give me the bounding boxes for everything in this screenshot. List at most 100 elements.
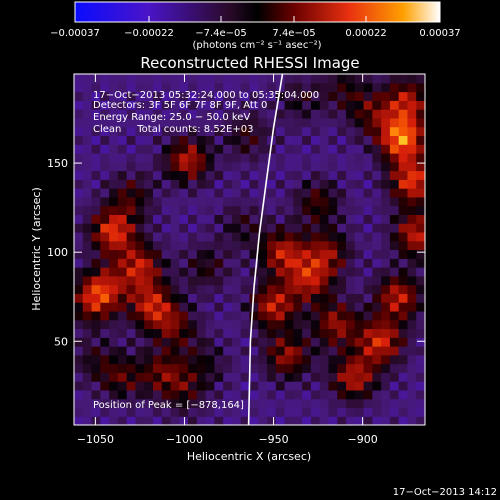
heatmap-cell: [319, 398, 330, 409]
heatmap-cell: [310, 109, 321, 119]
colorbar-gradient: [74, 1, 441, 23]
heatmap-cell: [109, 249, 119, 259]
heatmap-cell: [328, 398, 338, 409]
heatmap-cell: [398, 337, 409, 347]
heatmap-cell: [381, 231, 391, 242]
heatmap-cell: [319, 407, 330, 417]
heatmap-cell: [231, 389, 242, 400]
heatmap-cell: [100, 188, 110, 198]
heatmap-cell: [398, 188, 409, 198]
heatmap-cell: [372, 389, 382, 400]
heatmap-cell: [354, 389, 365, 400]
heatmap-cell: [109, 126, 119, 137]
heatmap-cell: [240, 179, 251, 189]
heatmap-cell: [346, 223, 356, 233]
heatmap-cell: [372, 196, 382, 207]
heatmap-cell: [161, 214, 172, 224]
heatmap-cell: [319, 416, 330, 425]
heatmap-cell: [249, 363, 259, 373]
heatmap-cell: [416, 381, 425, 391]
heatmap-cell: [100, 337, 110, 347]
heatmap-cell: [398, 363, 409, 373]
heatmap-cell: [372, 398, 382, 409]
heatmap-cell: [372, 100, 382, 110]
heatmap-cell: [188, 249, 198, 259]
heatmap-cell: [126, 293, 137, 303]
heatmap-cell: [328, 328, 338, 338]
heatmap-cell: [416, 310, 425, 321]
heatmap-cell: [231, 284, 242, 294]
heatmap-cell: [152, 91, 163, 101]
heatmap-cell: [135, 381, 145, 391]
heatmap-cell: [91, 249, 101, 259]
heatmap-cell: [416, 188, 425, 198]
heatmap-cell: [109, 231, 119, 242]
heatmap-cell: [354, 74, 365, 84]
heatmap-cell: [196, 188, 207, 198]
heatmap-cell: [389, 275, 400, 286]
heatmap-cell: [91, 117, 101, 128]
heatmap-cell: [267, 196, 277, 207]
heatmap-cell: [381, 407, 391, 417]
heatmap-cell: [398, 372, 409, 382]
heatmap-cell: [310, 275, 321, 286]
heatmap-cell: [302, 407, 312, 417]
heatmap-cell: [354, 179, 365, 189]
heatmap-cell: [82, 152, 93, 163]
heatmap-cell: [407, 381, 417, 391]
heatmap-cell: [319, 293, 330, 303]
heatmap-cell: [337, 381, 347, 391]
heatmap-cell: [249, 196, 259, 207]
heatmap-cell: [214, 389, 224, 400]
heatmap-cell: [328, 407, 338, 417]
heatmap-cell: [284, 74, 294, 84]
heatmap-cell: [109, 74, 119, 84]
heatmap-cell: [135, 372, 145, 382]
heatmap-cell: [152, 74, 163, 84]
heatmap-cell: [196, 354, 207, 365]
heatmap-cell: [188, 100, 198, 110]
heatmap-cell: [188, 109, 198, 119]
heatmap-cell: [179, 188, 189, 198]
heatmap-cell: [337, 82, 347, 93]
heatmap-cell: [319, 144, 330, 154]
heatmap-cell: [126, 179, 137, 189]
y-tick-label: 150: [47, 157, 68, 170]
heatmap-cell: [372, 135, 382, 145]
heatmap-cell: [407, 346, 417, 356]
heatmap-cell: [337, 161, 347, 172]
heatmap-cell: [100, 293, 110, 303]
heatmap-cell: [363, 267, 373, 277]
heatmap-cell: [144, 302, 154, 312]
heatmap-cell: [398, 258, 409, 268]
heatmap-cell: [389, 144, 400, 154]
heatmap-cell: [109, 381, 119, 391]
heatmap-cell: [240, 231, 251, 242]
heatmap-cell: [144, 135, 154, 145]
heatmap-cell: [293, 196, 303, 207]
heatmap-cell: [231, 135, 242, 145]
heatmap-cell: [284, 267, 294, 277]
heatmap-cell: [389, 328, 400, 338]
heatmap-cell: [188, 117, 198, 128]
heatmap-cell: [381, 328, 391, 338]
heatmap-cell: [161, 240, 172, 251]
heatmap-cell: [319, 100, 330, 110]
heatmap-cell: [337, 407, 347, 417]
y-tick-label: 100: [47, 246, 68, 259]
heatmap-cell: [310, 398, 321, 409]
heatmap-cell: [240, 240, 251, 251]
heatmap-cell: [267, 310, 277, 321]
heatmap-cell: [135, 231, 145, 242]
heatmap-cell: [179, 152, 189, 163]
heatmap-cell: [381, 196, 391, 207]
heatmap-cell: [310, 258, 321, 268]
heatmap-cell: [389, 91, 400, 101]
heatmap-cell: [74, 302, 84, 312]
heatmap-cell: [372, 363, 382, 373]
heatmap-cell: [389, 214, 400, 224]
heatmap-cell: [214, 144, 224, 154]
heatmap-cell: [346, 372, 356, 382]
heatmap-cell: [346, 109, 356, 119]
heatmap-cell: [205, 117, 216, 128]
